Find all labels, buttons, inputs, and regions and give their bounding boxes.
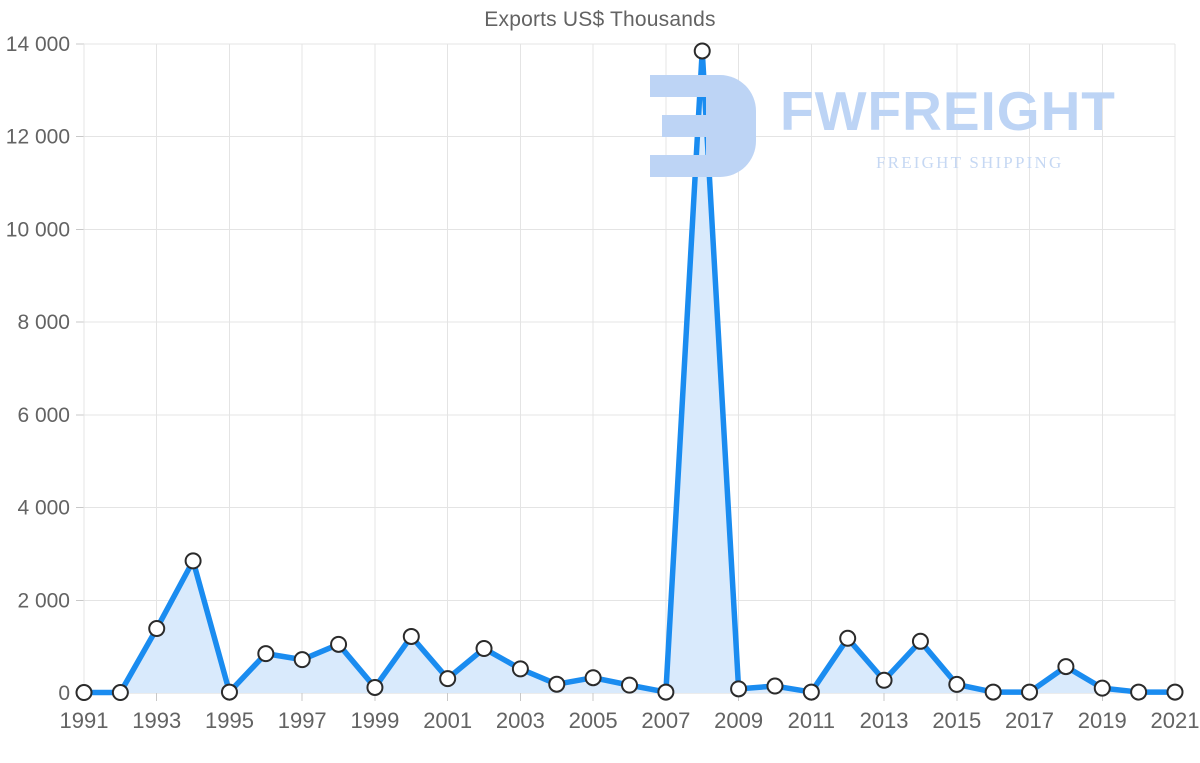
data-point-1998[interactable]: [330, 635, 348, 653]
data-point-1991[interactable]: [75, 684, 93, 702]
y-axis-labels: 14 000 12 000 10 000 8 000 6 000 4 000 2 000 0: [6, 33, 70, 705]
data-point-2000[interactable]: [402, 627, 420, 645]
data-point-2017[interactable]: [1021, 683, 1039, 701]
y-tick-label: 0: [58, 682, 70, 705]
x-tick-label: 2011: [788, 708, 835, 733]
data-point-2010[interactable]: [766, 677, 784, 695]
series-line: [81, 48, 1178, 696]
data-point-2006[interactable]: [621, 676, 638, 694]
x-tick-label: 2015: [932, 708, 981, 733]
y-tick-label: 4 000: [17, 497, 70, 520]
x-tick-label: 2021: [1151, 708, 1200, 733]
data-point-2021[interactable]: [1166, 683, 1184, 701]
data-point-2020[interactable]: [1130, 683, 1148, 701]
data-point-2012[interactable]: [839, 629, 857, 647]
series-area-fill: [84, 50, 1175, 693]
data-point-2011[interactable]: [802, 683, 820, 701]
data-point-2015[interactable]: [948, 675, 966, 693]
data-point-1997[interactable]: [293, 651, 311, 669]
data-point-1992[interactable]: [111, 684, 129, 702]
x-tick-label: 2007: [641, 708, 690, 733]
x-tick-label: 2013: [860, 708, 909, 733]
y-tick-label: 8 000: [17, 311, 70, 334]
data-point-1995[interactable]: [220, 683, 238, 701]
y-tick-label: 6 000: [17, 404, 70, 427]
data-point-1993[interactable]: [148, 620, 166, 638]
y-tick-label: 2 000: [17, 589, 70, 612]
data-point-1994[interactable]: [184, 552, 202, 570]
x-tick-label: 2009: [714, 708, 763, 733]
data-point-2019[interactable]: [1093, 679, 1111, 697]
data-point-2007[interactable]: [657, 683, 675, 701]
x-tick-label: 1997: [278, 708, 327, 733]
data-point-2014[interactable]: [911, 632, 929, 650]
y-tick-label: 14 000: [6, 33, 70, 56]
data-point-2005[interactable]: [584, 669, 602, 687]
y-tick-label: 12 000: [6, 126, 70, 149]
data-point-1996[interactable]: [257, 645, 275, 663]
data-point-2008[interactable]: [693, 42, 711, 60]
x-tick-label: 2003: [496, 708, 545, 733]
y-tick-label: 10 000: [6, 218, 70, 241]
data-point-2003[interactable]: [511, 660, 529, 678]
data-point-markers: [75, 42, 1184, 702]
x-tick-label: 1991: [60, 708, 109, 733]
data-point-2002[interactable]: [475, 640, 493, 657]
x-tick-label: 2017: [1005, 708, 1054, 733]
x-tick-label: 2019: [1078, 708, 1127, 733]
x-tick-label: 2001: [423, 708, 472, 733]
data-point-2009[interactable]: [730, 680, 748, 698]
x-tick-label: 1999: [350, 708, 399, 733]
x-axis-labels: 1991 1993 1995 1997 1999 2001 2003 2005 2007 2009…: [60, 708, 1200, 733]
data-point-2001[interactable]: [439, 670, 457, 688]
data-point-2018[interactable]: [1057, 658, 1075, 676]
x-tick-label: 1993: [132, 708, 181, 733]
grid-layer: [76, 43, 1176, 701]
data-point-2004[interactable]: [548, 675, 566, 693]
data-point-2013[interactable]: [875, 671, 893, 689]
series-layer: [81, 48, 1178, 696]
data-point-2016[interactable]: [984, 683, 1002, 701]
x-tick-label: 2005: [569, 708, 618, 733]
data-point-1999[interactable]: [366, 678, 384, 696]
x-tick-label: 1995: [205, 708, 254, 733]
chart-title: Exports US$ Thousands: [484, 8, 716, 31]
